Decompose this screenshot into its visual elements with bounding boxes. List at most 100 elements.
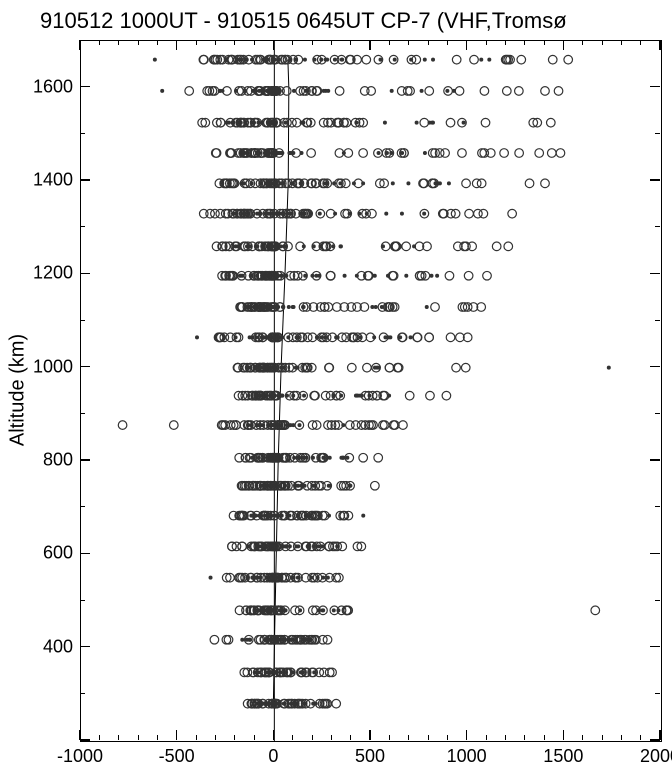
x-tick-minor xyxy=(254,735,255,740)
y-tick-major xyxy=(80,459,90,461)
y-tick-minor xyxy=(655,506,660,507)
y-tick-major xyxy=(650,86,660,88)
x-tick-minor xyxy=(99,735,100,740)
y-tick-major xyxy=(80,273,90,275)
y-tick-major xyxy=(80,366,90,368)
x-tick-major xyxy=(466,730,468,740)
x-tick-major xyxy=(466,40,468,50)
y-tick-minor xyxy=(80,693,85,694)
x-tick-minor xyxy=(118,735,119,740)
x-tick-major xyxy=(563,730,565,740)
x-tick-minor xyxy=(447,735,448,740)
x-tick-major xyxy=(176,730,178,740)
x-tick-minor xyxy=(157,40,158,45)
x-tick-minor xyxy=(312,40,313,45)
x-tick-minor xyxy=(524,40,525,45)
x-tick-minor xyxy=(292,40,293,45)
x-tick-minor xyxy=(602,40,603,45)
y-tick-minor xyxy=(80,600,85,601)
y-tick-major xyxy=(650,646,660,648)
y-tick-major xyxy=(650,366,660,368)
x-tick-minor xyxy=(389,735,390,740)
y-axis-label: Altitude (km) xyxy=(7,334,30,446)
x-tick-major xyxy=(79,40,81,50)
x-tick-major xyxy=(369,40,371,50)
x-tick-minor xyxy=(505,735,506,740)
y-tick-label: 400 xyxy=(25,636,73,657)
y-tick-minor xyxy=(80,320,85,321)
x-tick-label: 0 xyxy=(268,746,278,767)
x-tick-minor xyxy=(331,735,332,740)
y-tick-minor xyxy=(655,320,660,321)
x-tick-minor xyxy=(640,40,641,45)
x-tick-major xyxy=(369,730,371,740)
y-tick-major xyxy=(80,553,90,555)
x-tick-label: 2000 xyxy=(640,746,672,767)
x-tick-major xyxy=(273,730,275,740)
chart-title: 910512 1000UT - 910515 0645UT CP-7 (VHF,… xyxy=(40,8,672,34)
y-tick-label: 600 xyxy=(25,543,73,564)
y-tick-major xyxy=(650,739,660,741)
x-tick-minor xyxy=(428,735,429,740)
x-tick-minor xyxy=(447,40,448,45)
plot-area xyxy=(80,40,662,742)
x-tick-minor xyxy=(331,40,332,45)
y-tick-major xyxy=(80,739,90,741)
x-tick-label: -1000 xyxy=(57,746,103,767)
x-tick-minor xyxy=(138,40,139,45)
y-tick-minor xyxy=(655,413,660,414)
y-tick-label: 1200 xyxy=(25,263,73,284)
x-tick-minor xyxy=(215,40,216,45)
y-tick-minor xyxy=(80,226,85,227)
y-tick-minor xyxy=(80,40,85,41)
y-tick-minor xyxy=(655,40,660,41)
x-tick-minor xyxy=(118,40,119,45)
y-tick-minor xyxy=(655,226,660,227)
x-tick-minor xyxy=(621,735,622,740)
y-tick-major xyxy=(650,459,660,461)
x-tick-minor xyxy=(234,735,235,740)
y-tick-major xyxy=(650,179,660,181)
y-tick-label: 1400 xyxy=(25,170,73,191)
x-tick-minor xyxy=(428,40,429,45)
x-tick-label: 1000 xyxy=(447,746,487,767)
x-tick-major xyxy=(176,40,178,50)
y-tick-label: 1000 xyxy=(25,356,73,377)
x-tick-major xyxy=(563,40,565,50)
x-tick-minor xyxy=(544,40,545,45)
x-tick-minor xyxy=(640,735,641,740)
x-tick-minor xyxy=(524,735,525,740)
x-tick-minor xyxy=(138,735,139,740)
y-tick-major xyxy=(80,86,90,88)
x-tick-minor xyxy=(602,735,603,740)
x-tick-major xyxy=(273,40,275,50)
x-tick-minor xyxy=(157,735,158,740)
x-tick-minor xyxy=(582,40,583,45)
y-tick-major xyxy=(650,553,660,555)
x-tick-minor xyxy=(350,40,351,45)
x-tick-minor xyxy=(582,735,583,740)
y-tick-minor xyxy=(655,693,660,694)
y-tick-minor xyxy=(655,600,660,601)
x-tick-minor xyxy=(254,40,255,45)
y-tick-label: 1600 xyxy=(25,76,73,97)
x-tick-minor xyxy=(292,735,293,740)
y-tick-minor xyxy=(80,413,85,414)
x-tick-minor xyxy=(486,735,487,740)
x-tick-minor xyxy=(544,735,545,740)
x-tick-minor xyxy=(505,40,506,45)
y-tick-minor xyxy=(655,133,660,134)
y-tick-major xyxy=(80,646,90,648)
x-tick-label: 1500 xyxy=(543,746,583,767)
x-tick-minor xyxy=(234,40,235,45)
x-tick-minor xyxy=(350,735,351,740)
x-tick-minor xyxy=(312,735,313,740)
y-tick-label: 800 xyxy=(25,450,73,471)
x-tick-label: 500 xyxy=(355,746,385,767)
x-tick-major xyxy=(659,40,661,50)
x-tick-minor xyxy=(408,40,409,45)
x-tick-minor xyxy=(486,40,487,45)
x-tick-minor xyxy=(99,40,100,45)
y-tick-minor xyxy=(80,133,85,134)
plot-svg xyxy=(81,41,661,741)
